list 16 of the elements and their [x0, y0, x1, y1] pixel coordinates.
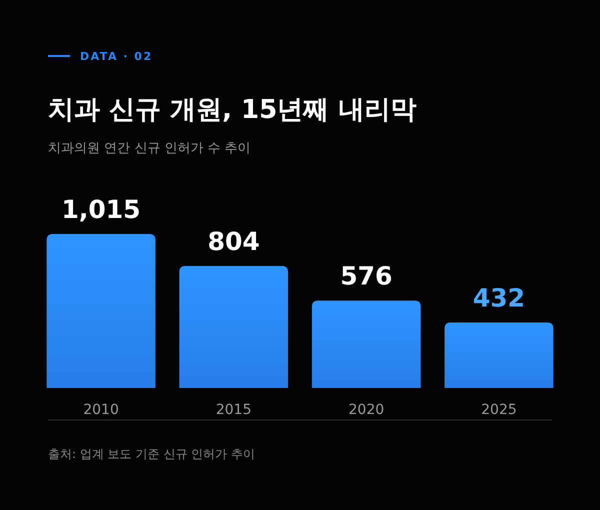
x-tick-label: 2010	[83, 402, 119, 418]
x-tick-label: 2020	[348, 402, 384, 418]
chart-subtitle: 치과의원 연간 신규 인허가 수 추이	[48, 141, 251, 156]
bar	[444, 322, 554, 388]
bar	[312, 300, 421, 388]
x-tick-label: 2025	[481, 402, 517, 418]
text: DATA · 02	[80, 50, 153, 63]
data-label: 432	[472, 283, 526, 312]
bar	[179, 266, 288, 388]
data-label: 1,015	[61, 195, 141, 224]
source-note: 출처: 업계 보도 기준 신규 인허가 추이	[48, 447, 255, 461]
data-label: 804	[208, 227, 260, 256]
data-label: 576	[340, 262, 392, 291]
x-tick-label: 2015	[216, 402, 252, 418]
bar	[46, 234, 156, 388]
chart-title: 치과 신규 개원, 15년째 내리막	[48, 95, 416, 125]
